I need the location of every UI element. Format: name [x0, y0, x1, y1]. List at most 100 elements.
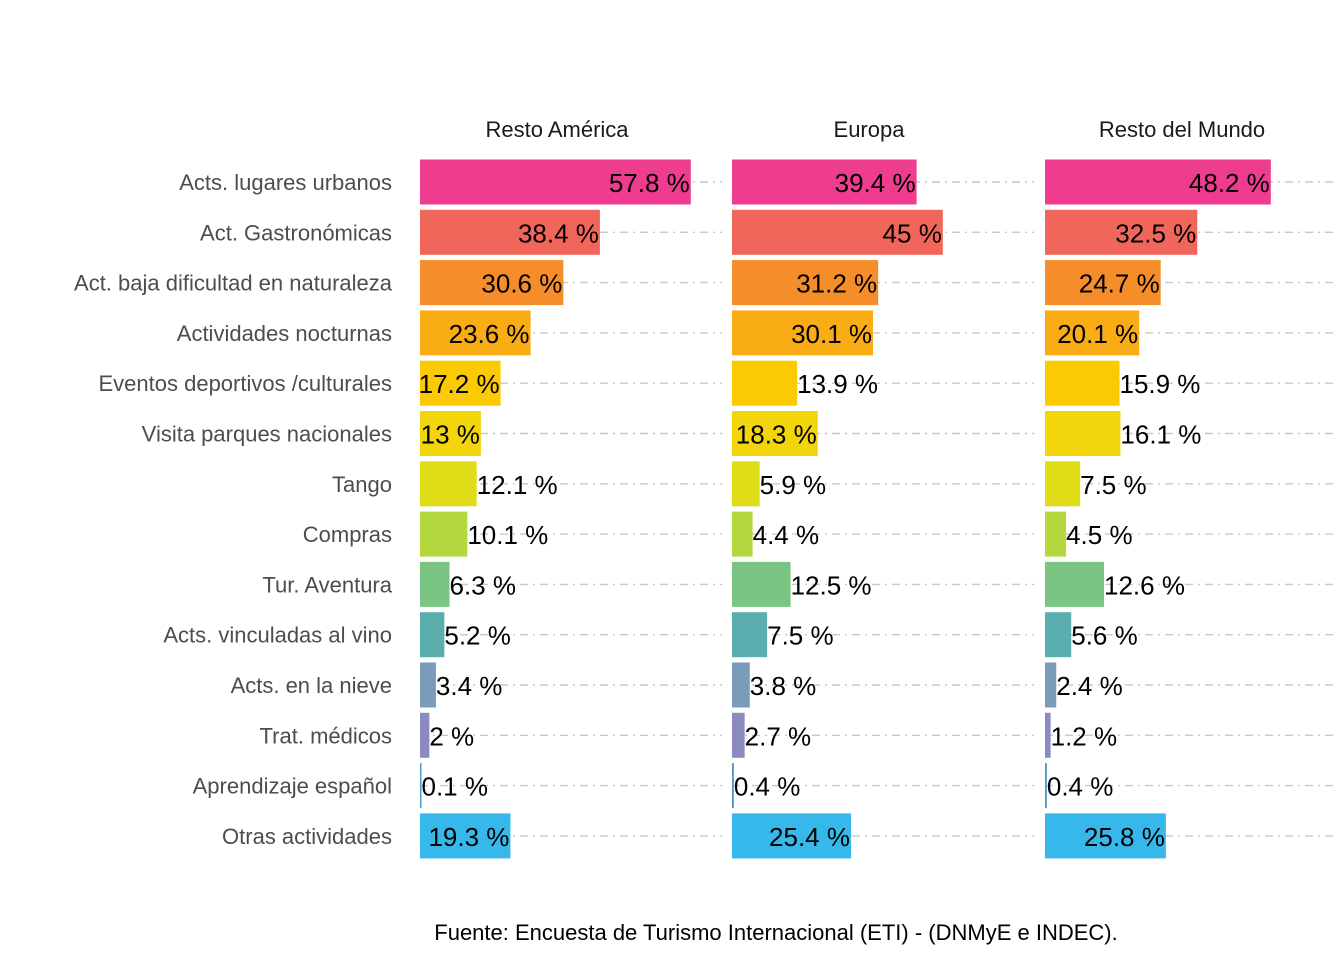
category-label: Eventos deportivos /culturales: [99, 371, 393, 396]
data-label: 3.8 %: [750, 671, 817, 701]
category-label: Otras actividades: [222, 824, 392, 849]
bar: [732, 612, 768, 658]
chart-caption: Fuente: Encuesta de Turismo Internaciona…: [434, 920, 1117, 945]
facet-title: Resto América: [485, 117, 629, 142]
bar: [732, 260, 879, 306]
bar: [1045, 511, 1067, 557]
facet-title: Resto del Mundo: [1099, 117, 1265, 142]
bar: [420, 511, 468, 557]
data-label: 45 %: [883, 218, 942, 248]
bar: [1045, 561, 1105, 607]
facet-panels: Resto América 57.8 % 38.4 % 30.6 % 23.6 % 17.…: [419, 117, 1271, 859]
data-label: 4.4 %: [753, 520, 820, 550]
data-label: 17.2 %: [419, 369, 500, 399]
bar: [420, 209, 600, 255]
category-label: Aprendizaje español: [193, 774, 392, 799]
data-label: 2.7 %: [745, 721, 812, 751]
bar: [420, 411, 481, 456]
data-label: 7.5 %: [767, 621, 834, 651]
data-label: 30.1 %: [791, 319, 872, 349]
bar: [732, 159, 917, 205]
bar: [1045, 159, 1271, 205]
data-label: 57.8 %: [609, 168, 690, 198]
data-label: 39.4 %: [835, 168, 916, 198]
facet-panel: Europa 39.4 % 45 %31.2 % 30.1 % 13.9 % 18.3 %…: [732, 117, 943, 859]
data-label: 13.9 %: [797, 369, 878, 399]
data-label: 0.1 %: [422, 772, 489, 802]
bar: [1045, 310, 1140, 356]
category-labels: Acts. lugares urbanos Act. Gastronómicas A…: [74, 170, 393, 849]
bar: [732, 411, 818, 456]
bar: [732, 561, 791, 607]
category-label: Tur. Aventura: [262, 572, 392, 597]
bar: [1045, 712, 1051, 758]
data-label: 30.6 %: [481, 269, 562, 299]
facet-title: Europa: [834, 117, 906, 142]
bar: [1045, 461, 1081, 507]
data-label: 0.4 %: [734, 772, 801, 802]
category-label: Act. baja dificultad en naturaleza: [74, 271, 393, 296]
gridlines: [420, 181, 1337, 837]
data-label: 10.1 %: [467, 520, 548, 550]
bar: [1045, 612, 1072, 658]
data-label: 12.5 %: [791, 570, 872, 600]
bar: [420, 461, 477, 507]
category-label: Acts. lugares urbanos: [179, 170, 392, 195]
bar: [420, 260, 564, 306]
data-label: 18.3 %: [736, 420, 817, 450]
data-label: 6.3 %: [450, 570, 517, 600]
category-label: Actividades nocturnas: [177, 321, 392, 346]
bar: [1045, 260, 1161, 306]
category-label: Act. Gastronómicas: [200, 220, 392, 245]
data-label: 0.4 %: [1047, 772, 1114, 802]
data-label: 3.4 %: [436, 671, 503, 701]
bar: [732, 310, 874, 356]
bar: [420, 159, 691, 205]
data-label: 25.8 %: [1084, 822, 1165, 852]
data-label: 4.5 %: [1066, 520, 1133, 550]
bar: [420, 763, 422, 809]
category-label: Tango: [332, 472, 392, 497]
data-label: 19.3 %: [428, 822, 509, 852]
data-label: 5.9 %: [760, 470, 827, 500]
facet-panel: Resto América 57.8 % 38.4 % 30.6 % 23.6 % 17.…: [419, 117, 691, 859]
data-label: 24.7 %: [1079, 269, 1160, 299]
data-label: 16.1 %: [1120, 420, 1201, 450]
bar: [732, 209, 943, 255]
category-label: Visita parques nacionales: [142, 422, 392, 447]
bar: [1045, 763, 1047, 809]
bar: [732, 360, 798, 406]
bar: [732, 813, 851, 859]
data-label: 31.2 %: [796, 269, 877, 299]
data-label: 7.5 %: [1080, 470, 1147, 500]
data-label: 20.1 %: [1057, 319, 1138, 349]
data-label: 5.2 %: [444, 621, 511, 651]
data-label: 38.4 %: [518, 218, 599, 248]
data-label: 2 %: [429, 721, 474, 751]
bar: [1045, 411, 1121, 456]
category-label: Compras: [303, 522, 392, 547]
bar: [420, 310, 531, 356]
data-label: 48.2 %: [1189, 168, 1270, 198]
bar: [420, 813, 511, 859]
data-label: 15.9 %: [1119, 369, 1200, 399]
data-label: 12.6 %: [1104, 570, 1185, 600]
facet-panel: Resto del Mundo 48.2 % 32.5 % 24.7 % 20.1 % 1…: [1045, 117, 1271, 859]
bar: [420, 612, 445, 658]
bar: [1045, 813, 1166, 859]
category-label: Acts. vinculadas al vino: [163, 623, 392, 648]
bar: [732, 712, 745, 758]
data-label: 12.1 %: [477, 470, 558, 500]
data-label: 23.6 %: [449, 319, 530, 349]
bar: [1045, 360, 1120, 406]
data-label: 5.6 %: [1071, 621, 1138, 651]
bar: [732, 763, 734, 809]
data-label: 1.2 %: [1051, 721, 1118, 751]
bar: [1045, 209, 1198, 255]
bar: [732, 662, 750, 708]
bar: [732, 511, 753, 557]
bar: [420, 360, 501, 406]
bar: [732, 461, 760, 507]
category-label: Trat. médicos: [260, 723, 392, 748]
